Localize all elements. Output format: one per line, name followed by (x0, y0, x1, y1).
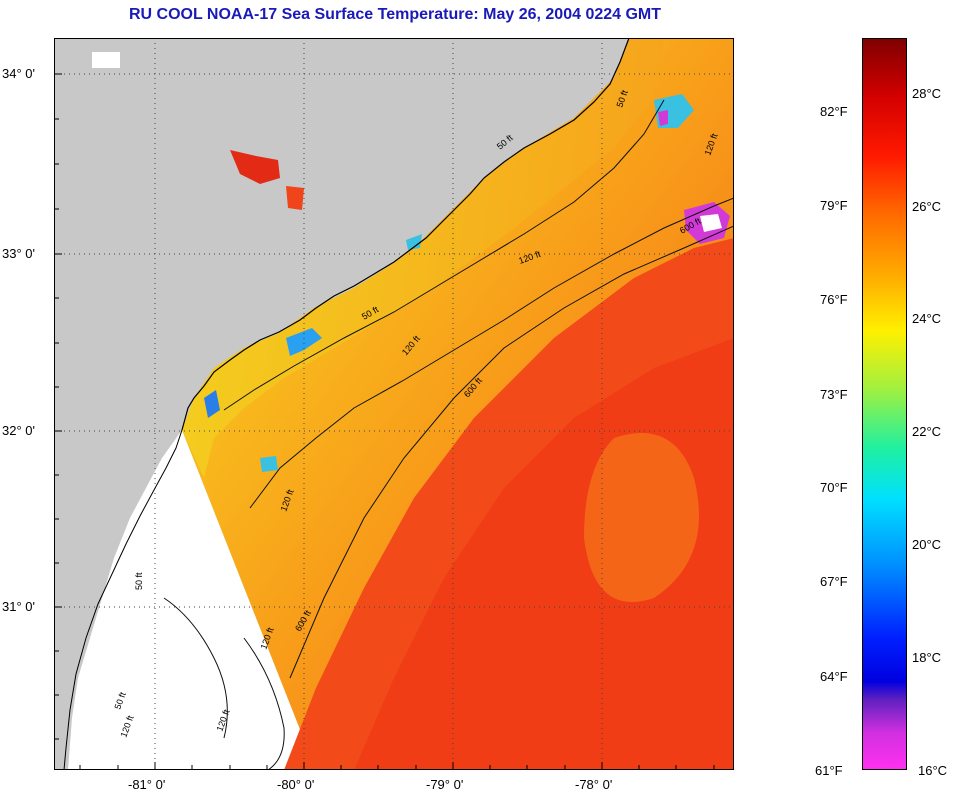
sst-cooler-eddy (584, 433, 699, 602)
cold-patch-3 (260, 456, 278, 472)
colorbar-celsius-label: 26°C (912, 199, 942, 214)
coastline (181, 38, 630, 431)
longitude-label: -79° 0' (426, 777, 464, 792)
no-data-speck (92, 52, 120, 68)
longitude-label: -78° 0' (575, 777, 613, 792)
map-title: RU COOL NOAA-17 Sea Surface Temperature:… (128, 6, 662, 23)
coastline-south (63, 429, 183, 770)
colorbar-fahrenheit-label: 61°F (815, 763, 843, 778)
map-frame (54, 38, 734, 770)
colorbar-fahrenheit-label: 82°F (820, 104, 848, 119)
sst-coastal-band (182, 38, 664, 478)
latitude-label: 32° 0' (2, 423, 35, 438)
cold-patch-7 (658, 110, 668, 126)
sst-map: 50 ft 120 ft 600 ft 50 ft 120 ft 50 ft 1… (54, 38, 734, 770)
colorbar-celsius-label: 20°C (912, 537, 942, 552)
inland-warm-patch-1 (230, 150, 280, 184)
colorbar-celsius-label: 18°C (912, 650, 942, 665)
colorbar (862, 38, 907, 770)
latitude-label: 33° 0' (2, 246, 35, 261)
colorbar-celsius-label: 28°C (912, 86, 942, 101)
gridlines (54, 38, 734, 770)
no-data-area (68, 430, 316, 770)
cold-patch-8 (406, 234, 422, 250)
isobath-label: 50 ft (134, 572, 144, 590)
inland-warm-patch-2 (286, 186, 304, 210)
cold-patch-5 (700, 214, 722, 232)
colorbar-celsius-label: 16°C (918, 763, 948, 778)
colorbar-fahrenheit-label: 79°F (820, 198, 848, 213)
colorbar-fahrenheit-label: 64°F (820, 669, 848, 684)
colorbar-fahrenheit-label: 73°F (820, 387, 848, 402)
cold-patch-1 (286, 328, 322, 356)
isobath-contours (163, 99, 734, 770)
latitude-label: 34° 0' (2, 66, 35, 81)
colorbar-fahrenheit-label: 70°F (820, 480, 848, 495)
longitude-label: -80° 0' (277, 777, 315, 792)
colorbar-celsius-label: 22°C (912, 424, 942, 439)
colorbar-celsius-label: 24°C (912, 311, 942, 326)
colorbar-fahrenheit-label: 76°F (820, 292, 848, 307)
longitude-label: -81° 0' (128, 777, 166, 792)
latitude-label: 31° 0' (2, 599, 35, 614)
cold-patch-2 (204, 390, 220, 418)
colorbar-fahrenheit-label: 67°F (820, 574, 848, 589)
